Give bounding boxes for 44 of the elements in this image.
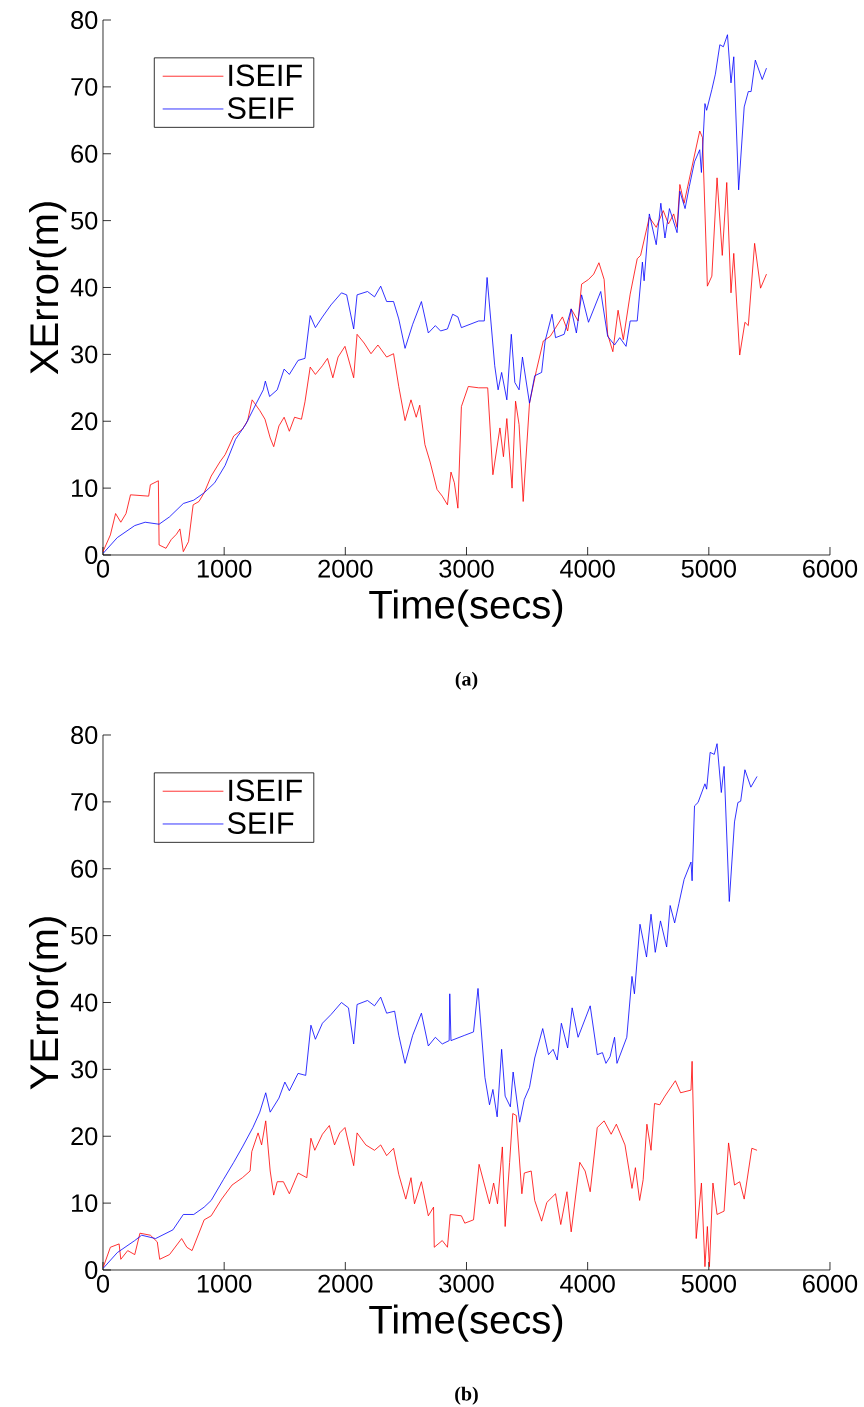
x-tick-label: 4000 [560,1274,615,1293]
y-tick-label: 30 [71,1060,98,1079]
line-series [102,130,767,553]
line-series [103,743,758,1269]
legend-label: SEIF [227,97,294,119]
x-tick-label: 1000 [197,1274,252,1293]
y-tick-label: 40 [70,993,98,1012]
text: (a) [455,671,478,690]
y-tick-label: 30 [71,345,98,364]
y-tick-label: 50 [71,211,98,230]
y-tick-label: 10 [72,1194,98,1213]
y-tick-label: 0 [85,1261,98,1279]
line-series [103,1060,758,1268]
y-tick-label: 10 [72,479,98,498]
y-tick-label: 60 [71,859,98,878]
y-tick-label: 20 [71,412,98,431]
y-tick-label: 80 [71,726,98,744]
x-tick-label: 2000 [318,1274,373,1293]
y-tick-label: 70 [71,792,98,811]
legend-label: ISEIF [229,779,302,802]
x-tick-label: 4000 [560,559,615,578]
y-tick-label: 60 [71,144,98,163]
y-tick-label: 50 [71,926,98,945]
x-tick-label: 5000 [681,1274,736,1293]
x-tick-label: 2000 [318,559,373,578]
line-series [103,34,767,554]
x-tick-label: 5000 [681,559,736,578]
legend-label: ISEIF [229,64,302,87]
x-tick-label: 1000 [197,559,252,578]
y-tick-label: 40 [70,278,98,297]
x-tick-label: 3000 [439,559,494,578]
x-tick-label: 6000 [803,559,858,578]
x-axis-title: Time(secs) [369,1304,563,1342]
y-axis-title: YError(m) [29,917,67,1090]
y-tick-label: 70 [71,77,98,96]
x-tick-label: 3000 [439,1274,494,1293]
y-tick-label: 80 [71,11,98,29]
x-tick-label: 6000 [803,1274,858,1293]
y-tick-label: 0 [85,546,98,564]
legend-label: SEIF [227,812,294,834]
y-tick-label: 20 [71,1127,98,1146]
text: (b) [455,1386,478,1405]
x-axis-title: Time(secs) [369,589,563,627]
y-axis-title: XError(m) [29,202,67,375]
